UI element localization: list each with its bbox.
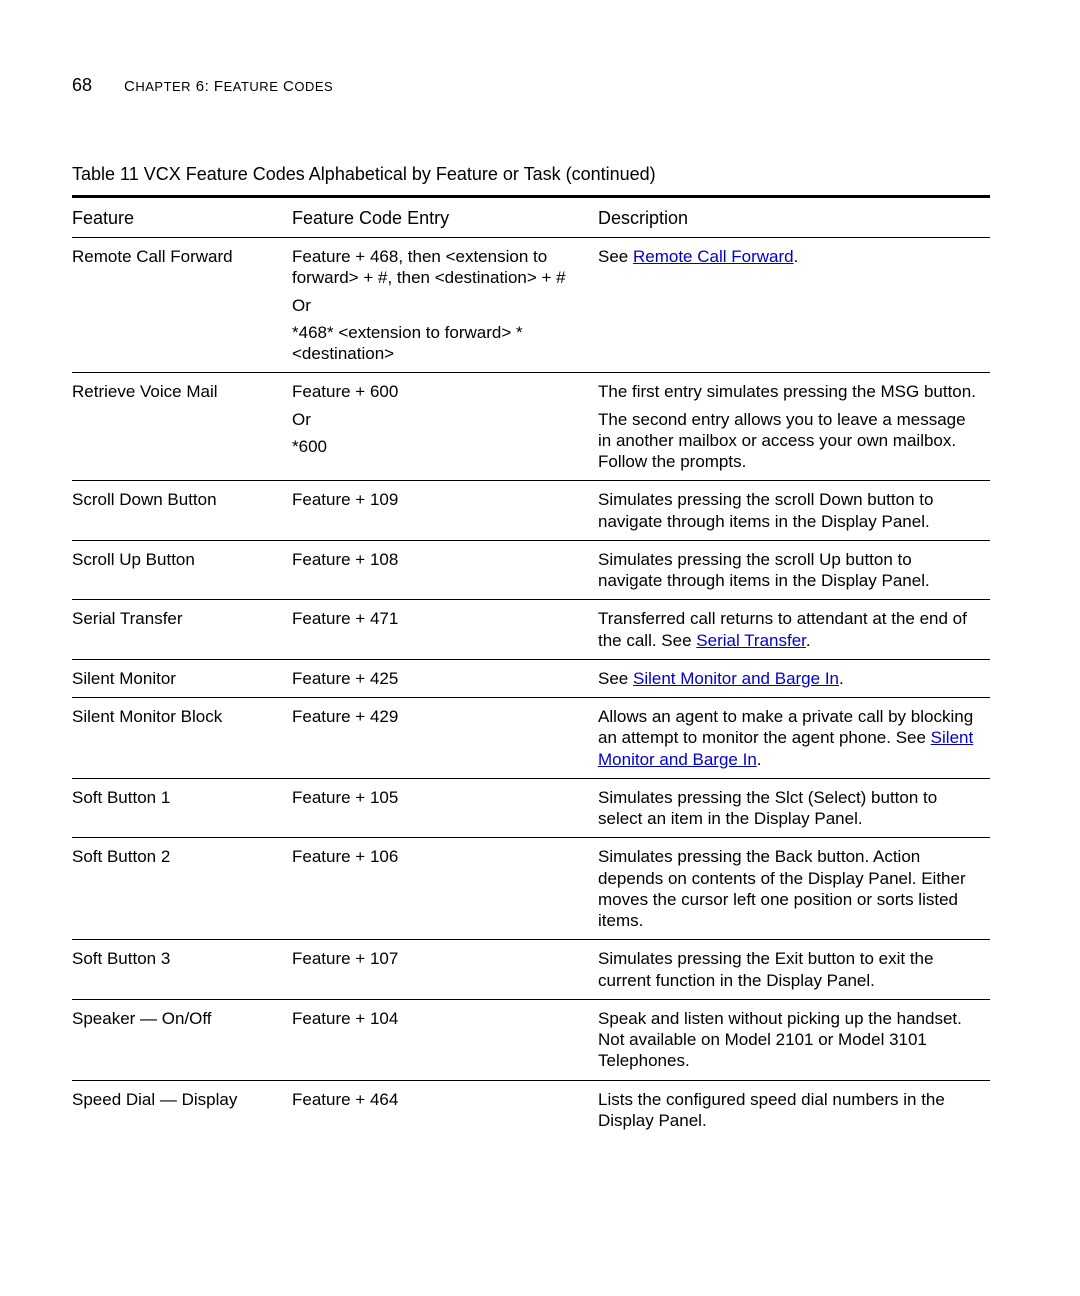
cell-code: Feature + 464: [292, 1080, 598, 1139]
period: .: [806, 631, 811, 650]
page-header: 68 CHAPTER 6: FEATURE CODES: [72, 75, 990, 96]
document-page: 68 CHAPTER 6: FEATURE CODES Table 11 VCX…: [0, 0, 1080, 1296]
cell-description: Simulates pressing the Exit button to ex…: [598, 940, 990, 1000]
desc-text: See: [598, 669, 633, 688]
page-number: 68: [72, 75, 124, 96]
cell-feature: Soft Button 2: [72, 838, 292, 940]
period: .: [757, 750, 762, 769]
cell-feature: Retrieve Voice Mail: [72, 373, 292, 481]
cell-feature: Silent Monitor: [72, 659, 292, 697]
code-line: Or: [292, 409, 588, 430]
code-line: *468* <extension to forward> *<destinati…: [292, 322, 588, 365]
cell-feature: Serial Transfer: [72, 600, 292, 660]
table-header-row: Feature Feature Code Entry Description: [72, 197, 990, 238]
cell-feature: Remote Call Forward: [72, 238, 292, 373]
cell-description: See Silent Monitor and Barge In.: [598, 659, 990, 697]
desc-text: The first entry simulates pressing the M…: [598, 381, 980, 402]
table-row: Soft Button 3 Feature + 107 Simulates pr…: [72, 940, 990, 1000]
code-line: Feature + 468, then <extension to forwar…: [292, 246, 588, 289]
table-row: Silent Monitor Block Feature + 429 Allow…: [72, 698, 990, 779]
link-silent-monitor-barge-in[interactable]: Silent Monitor and Barge In: [633, 669, 839, 688]
cell-code: Feature + 471: [292, 600, 598, 660]
desc-text: The second entry allows you to leave a m…: [598, 409, 980, 473]
cell-description: Simulates pressing the scroll Down butto…: [598, 481, 990, 541]
col-feature: Feature: [72, 197, 292, 238]
table-row: Retrieve Voice Mail Feature + 600 Or *60…: [72, 373, 990, 481]
desc-text: Allows an agent to make a private call b…: [598, 707, 973, 747]
cell-feature: Scroll Down Button: [72, 481, 292, 541]
cell-code: Feature + 425: [292, 659, 598, 697]
cell-feature: Soft Button 1: [72, 778, 292, 838]
chapter-title: CHAPTER 6: FEATURE CODES: [124, 78, 333, 95]
cell-description: Simulates pressing the Slct (Select) but…: [598, 778, 990, 838]
cell-feature: Silent Monitor Block: [72, 698, 292, 779]
cell-code: Feature + 108: [292, 540, 598, 600]
period: .: [794, 247, 799, 266]
col-code: Feature Code Entry: [292, 197, 598, 238]
desc-text: See: [598, 247, 633, 266]
cell-code: Feature + 105: [292, 778, 598, 838]
table-row: Serial Transfer Feature + 471 Transferre…: [72, 600, 990, 660]
cell-code: Feature + 468, then <extension to forwar…: [292, 238, 598, 373]
table-row: Scroll Down Button Feature + 109 Simulat…: [72, 481, 990, 541]
link-remote-call-forward[interactable]: Remote Call Forward: [633, 247, 794, 266]
table-row: Soft Button 2 Feature + 106 Simulates pr…: [72, 838, 990, 940]
table-row: Speed Dial — Display Feature + 464 Lists…: [72, 1080, 990, 1139]
table-caption: Table 11 VCX Feature Codes Alphabetical …: [72, 164, 990, 185]
cell-description: Allows an agent to make a private call b…: [598, 698, 990, 779]
cell-code: Feature + 104: [292, 999, 598, 1080]
cell-description: Transferred call returns to attendant at…: [598, 600, 990, 660]
cell-feature: Soft Button 3: [72, 940, 292, 1000]
cell-description: Simulates pressing the scroll Up button …: [598, 540, 990, 600]
cell-code: Feature + 106: [292, 838, 598, 940]
code-line: Feature + 600: [292, 381, 588, 402]
cell-description: Simulates pressing the Back button. Acti…: [598, 838, 990, 940]
feature-codes-table: Feature Feature Code Entry Description R…: [72, 195, 990, 1139]
cell-feature: Scroll Up Button: [72, 540, 292, 600]
col-description: Description: [598, 197, 990, 238]
cell-description: Speak and listen without picking up the …: [598, 999, 990, 1080]
cell-feature: Speaker — On/Off: [72, 999, 292, 1080]
cell-description: The first entry simulates pressing the M…: [598, 373, 990, 481]
code-line: Or: [292, 295, 588, 316]
table-row: Scroll Up Button Feature + 108 Simulates…: [72, 540, 990, 600]
cell-code: Feature + 429: [292, 698, 598, 779]
link-serial-transfer[interactable]: Serial Transfer: [696, 631, 806, 650]
cell-code: Feature + 109: [292, 481, 598, 541]
table-row: Remote Call Forward Feature + 468, then …: [72, 238, 990, 373]
code-line: *600: [292, 436, 588, 457]
table-row: Speaker — On/Off Feature + 104 Speak and…: [72, 999, 990, 1080]
table-row: Soft Button 1 Feature + 105 Simulates pr…: [72, 778, 990, 838]
table-row: Silent Monitor Feature + 425 See Silent …: [72, 659, 990, 697]
period: .: [839, 669, 844, 688]
cell-code: Feature + 600 Or *600: [292, 373, 598, 481]
cell-code: Feature + 107: [292, 940, 598, 1000]
cell-description: Lists the configured speed dial numbers …: [598, 1080, 990, 1139]
cell-feature: Speed Dial — Display: [72, 1080, 292, 1139]
cell-description: See Remote Call Forward.: [598, 238, 990, 373]
